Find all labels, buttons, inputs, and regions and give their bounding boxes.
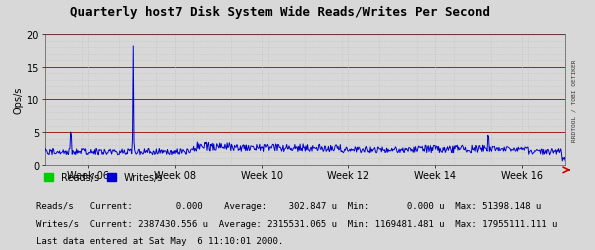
Text: RRDTOOL / TOBI OETIKER: RRDTOOL / TOBI OETIKER (571, 59, 576, 141)
Text: Writes/s  Current: 2387430.556 u  Average: 2315531.065 u  Min: 1169481.481 u  Ma: Writes/s Current: 2387430.556 u Average:… (36, 219, 557, 228)
Legend: Reads/s, Writes/s: Reads/s, Writes/s (40, 169, 167, 186)
Text: Reads/s   Current:        0.000    Average:    302.847 u  Min:       0.000 u  Ma: Reads/s Current: 0.000 Average: 302.847 … (36, 201, 541, 210)
Text: Quarterly host7 Disk System Wide Reads/Writes Per Second: Quarterly host7 Disk System Wide Reads/W… (70, 6, 490, 19)
Text: Last data entered at Sat May  6 11:10:01 2000.: Last data entered at Sat May 6 11:10:01 … (36, 236, 283, 245)
Y-axis label: Ops/s: Ops/s (14, 86, 24, 114)
